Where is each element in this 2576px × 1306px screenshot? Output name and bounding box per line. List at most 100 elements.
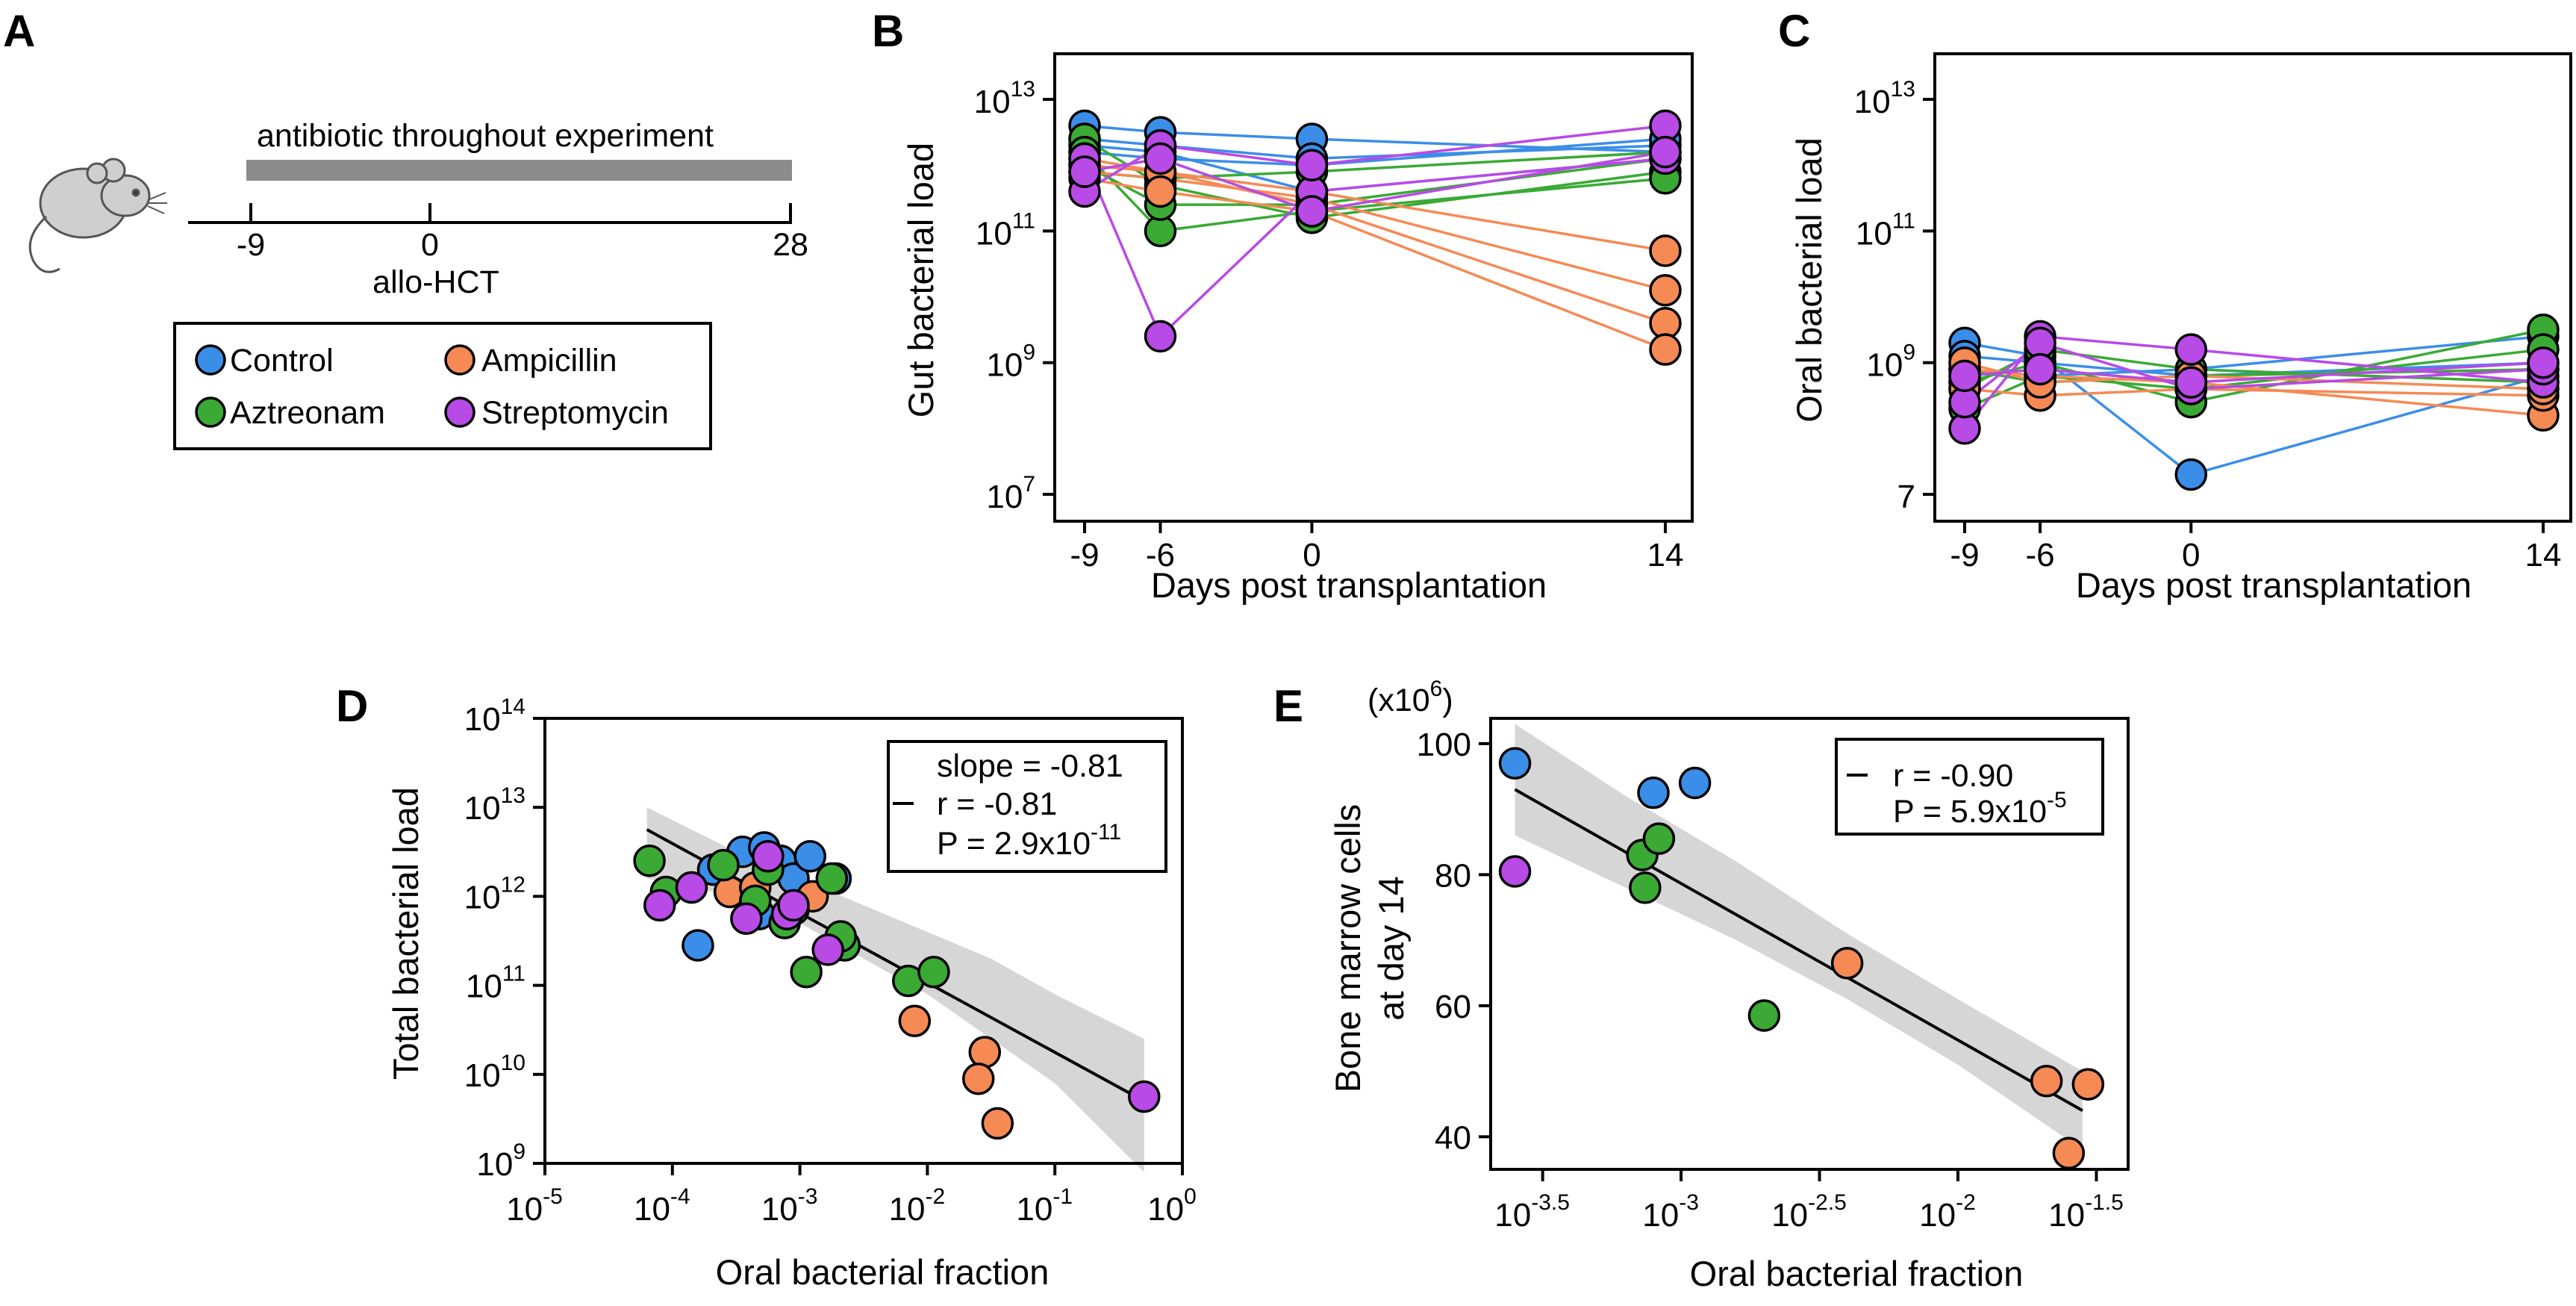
- panel-d-xtick-label: 100: [1147, 1184, 1197, 1228]
- panel-e-xticks: 10-3.5 10-3 10-2.5 10-2 10-1.5: [1494, 1169, 2124, 1234]
- panel-e-point: [1747, 999, 1781, 1032]
- panel-d-xtick-label: 10-3: [761, 1184, 818, 1228]
- panel-d-xtick-label-exp: -1: [1052, 1184, 1073, 1209]
- panel-d-xtick-label-exp: -3: [798, 1184, 818, 1209]
- panel-d-point: [811, 933, 844, 966]
- timeline-tick-label-end: 28: [773, 227, 808, 263]
- panel-e-point: [1642, 822, 1676, 855]
- panel-d-ylabel: Total bacterial load: [386, 787, 425, 1080]
- panel-e-xtick-label-exp: -2.5: [1808, 1190, 1847, 1215]
- panel-d-point: [790, 955, 823, 989]
- panel-e-xtick-label-base: 10: [2048, 1197, 2085, 1234]
- panel-d-ytick-label-base: 10: [466, 968, 502, 1005]
- panel-c-ytick-label: 7: [1897, 479, 1915, 515]
- event-label: allo-HCT: [372, 264, 499, 300]
- panel-b-point: [1649, 273, 1682, 307]
- panel-e-xtick-label: 10-3: [1642, 1190, 1699, 1234]
- panel-e-xtick-label: 10-2: [1919, 1190, 1976, 1234]
- panel-c-point: [2527, 346, 2560, 379]
- panel-e-point: [1498, 855, 1532, 888]
- panel-c-ylabel: Oral bacterial load: [1789, 137, 1829, 422]
- panel-b-point: [1649, 135, 1682, 169]
- legend: Control Ampicillin Aztreonam Streptomyci…: [173, 322, 712, 450]
- panel-b-ytick-label-exp: 13: [1011, 77, 1035, 102]
- panel-d-ytick-label-base: 10: [464, 1057, 501, 1094]
- panel-d-ytick-label-base: 10: [464, 879, 501, 915]
- panel-c-ytick-label-base: 10: [1866, 347, 1903, 384]
- panel-e-frame: [1489, 717, 2130, 1171]
- panel-e-point: [2030, 1065, 2063, 1098]
- panel-d-frame: [543, 717, 1184, 1165]
- panel-c-ytick-label: 109: [1866, 341, 1915, 384]
- panel-e-xtick-label-base: 10: [1494, 1197, 1531, 1234]
- panel-d-xtick-label-base: 10: [1016, 1191, 1052, 1228]
- panel-b-xlabel: Days post transplantation: [1151, 565, 1547, 605]
- panel-e-stat-p-exp: -5: [2047, 788, 2067, 812]
- panel-e-xtick-label-base: 10: [1771, 1197, 1808, 1234]
- timeline-tick-label-start: -9: [237, 227, 265, 263]
- timeline-tick-label-zero: 0: [421, 227, 439, 263]
- panel-d-point: [633, 844, 666, 877]
- panel-b-ytick-label-base: 10: [974, 84, 1011, 120]
- panel-b-ytick-label-exp: 7: [1023, 472, 1035, 497]
- legend-label-control: Control: [230, 343, 334, 379]
- panel-a-letter: A: [3, 6, 35, 56]
- panel-e-point: [1629, 871, 1662, 904]
- panel-d-point: [815, 862, 849, 895]
- panel-c-point: [2024, 352, 2056, 386]
- panel-b-xtick-label: -6: [1146, 537, 1175, 573]
- panel-c-ytick-label-base: 10: [1854, 84, 1891, 120]
- panel-d-stats-box: slope = -0.81 r = -0.81 P = 2.9x10-11: [887, 740, 1167, 873]
- panel-d-stats-frame: [887, 740, 1167, 873]
- panel-e-letter: E: [1273, 681, 1303, 731]
- panel-b: B Gut bacterial load Days post transplan…: [872, 6, 1694, 605]
- legend-marker-control: [195, 344, 226, 376]
- panel-d-ytick-label-exp: 9: [513, 1139, 526, 1164]
- panel-d-point: [752, 840, 785, 873]
- panel-c-series-line: [1964, 341, 2544, 476]
- panel-e-yticks: 40 60 80 100: [1417, 727, 1491, 1156]
- panel-b-xticks: -9 -6 0 14: [1070, 521, 1683, 573]
- panel-d-point: [961, 1063, 995, 1095]
- panel-d-stat-p-prefix: P = 2.9x10: [937, 826, 1091, 862]
- panel-d-points: [633, 831, 1161, 1140]
- panel-c-lines: [1963, 328, 2544, 476]
- panel-d-xtick-label-exp: -5: [543, 1184, 563, 1209]
- panel-d-ytick-label-exp: 14: [501, 694, 526, 719]
- panel-d-xtick-label-base: 10: [761, 1191, 798, 1228]
- panel-c-xtick-label: -9: [1950, 537, 1979, 573]
- panel-b-point: [1068, 155, 1101, 188]
- panel-d-xlabel: Oral bacterial fraction: [716, 1252, 1050, 1292]
- panel-d-point: [981, 1107, 1014, 1140]
- panel-a: A antibiotic throughout experiment -9 0 …: [3, 6, 808, 450]
- panel-e-point: [2071, 1068, 2105, 1101]
- panel-d-ytick-label-base: 10: [464, 790, 501, 827]
- panel-c-series-line: [1963, 335, 2544, 429]
- panel-c-ytick-label-base: 10: [1856, 215, 1892, 252]
- legend-label-ampicillin: Ampicillin: [481, 343, 617, 379]
- panel-b-point: [1649, 234, 1682, 267]
- panel-d-ytick-label: 1011: [466, 962, 526, 1005]
- panel-c-ytick-label-exp: 11: [1892, 208, 1915, 233]
- panel-e-points: [1498, 747, 2105, 1170]
- panel-d-xtick-label: 10-2: [889, 1184, 946, 1228]
- panel-d-xtick-label-exp: -2: [926, 1184, 946, 1209]
- panel-b-lines: [1083, 124, 1666, 351]
- panel-b-point: [1144, 175, 1177, 208]
- panel-c-point: [2174, 458, 2208, 491]
- panel-e-point: [1637, 776, 1670, 809]
- panel-c-xtick-label: -6: [2026, 537, 2055, 573]
- panel-b-points: [1068, 109, 1682, 366]
- panel-c-series-line: [1964, 348, 2544, 391]
- panel-d-xtick-label-base: 10: [1147, 1191, 1184, 1228]
- panel-d-point: [643, 889, 676, 922]
- panel-c-point: [2174, 366, 2208, 399]
- panel-b-point: [1144, 320, 1177, 353]
- panel-d-point: [968, 1036, 1002, 1069]
- panel-e-xtick-label-exp: -3.5: [1531, 1190, 1570, 1215]
- panel-e-yunit-suffix: ): [1442, 682, 1453, 718]
- panel-b-frame: [1053, 52, 1694, 523]
- panel-d-ytick-label-exp: 13: [501, 783, 526, 808]
